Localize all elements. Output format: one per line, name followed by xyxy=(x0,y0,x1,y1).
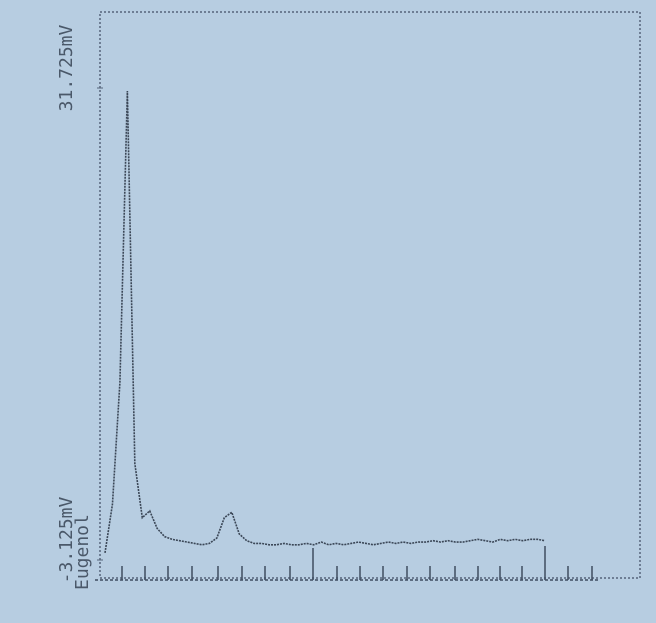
page: Eugenol -3.125mV31.725mV (() => { const … xyxy=(0,0,656,623)
y-tick-label: -3.125mV xyxy=(56,496,77,583)
chart: Eugenol -3.125mV31.725mV xyxy=(0,0,656,623)
paper xyxy=(0,0,656,623)
y-tick-label: 31.725mV xyxy=(56,24,77,111)
